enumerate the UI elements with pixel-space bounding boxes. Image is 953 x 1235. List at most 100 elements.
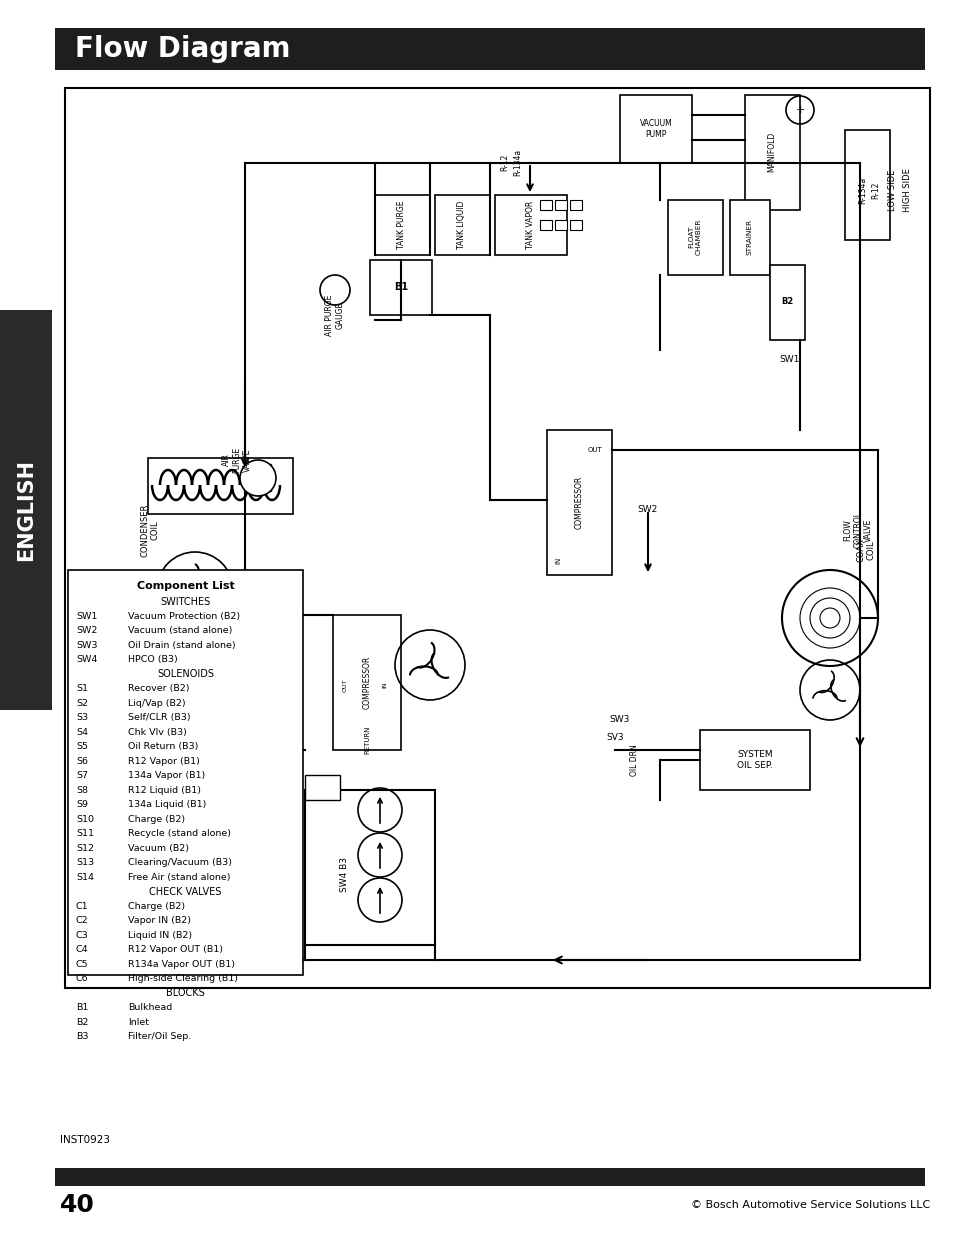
Text: Inlet: Inlet bbox=[128, 1018, 149, 1028]
Text: SW3: SW3 bbox=[609, 715, 630, 725]
Text: C3: C3 bbox=[76, 931, 89, 940]
Text: B2: B2 bbox=[76, 1018, 89, 1028]
Text: ENGLISH: ENGLISH bbox=[16, 459, 36, 561]
Text: R-134a: R-134a bbox=[858, 177, 866, 204]
Bar bbox=[619, 95, 691, 163]
Bar bbox=[569, 220, 581, 230]
Text: S2: S2 bbox=[76, 699, 88, 708]
Text: S8: S8 bbox=[76, 785, 88, 795]
Text: S11: S11 bbox=[76, 830, 94, 839]
Text: R134a Vapor OUT (B1): R134a Vapor OUT (B1) bbox=[128, 960, 234, 969]
Bar bbox=[333, 615, 400, 750]
Text: AIR
PURGE
VALVE: AIR PURGE VALVE bbox=[222, 447, 252, 473]
Text: C4: C4 bbox=[76, 946, 89, 955]
Bar bbox=[700, 730, 809, 790]
Text: COMPRESSOR: COMPRESSOR bbox=[574, 475, 583, 529]
Text: OUT: OUT bbox=[587, 447, 601, 453]
Text: STRAINER: STRAINER bbox=[746, 219, 752, 254]
Text: +: + bbox=[795, 105, 803, 115]
Text: Chk Vlv (B3): Chk Vlv (B3) bbox=[128, 727, 187, 737]
Text: OUT: OUT bbox=[342, 678, 347, 692]
Text: SOLENOIDS: SOLENOIDS bbox=[157, 669, 213, 679]
Text: C2: C2 bbox=[76, 916, 89, 925]
Bar bbox=[539, 200, 552, 210]
Text: SW4 B3: SW4 B3 bbox=[340, 857, 349, 893]
Text: B1: B1 bbox=[394, 282, 408, 291]
Text: Oil Drain (stand alone): Oil Drain (stand alone) bbox=[128, 641, 235, 650]
Bar bbox=[375, 195, 430, 254]
Bar bbox=[569, 200, 581, 210]
Bar bbox=[844, 130, 889, 240]
Text: R-134a: R-134a bbox=[513, 148, 522, 175]
Bar bbox=[370, 261, 432, 315]
Text: BLOCKS: BLOCKS bbox=[166, 988, 205, 998]
Text: FLOW
CONTROL
VALVE: FLOW CONTROL VALVE bbox=[842, 511, 872, 548]
Bar bbox=[769, 266, 804, 340]
Text: IN: IN bbox=[555, 557, 560, 563]
Text: R-12: R-12 bbox=[871, 182, 880, 199]
Text: Filter/Oil Sep.: Filter/Oil Sep. bbox=[128, 1032, 191, 1041]
Bar bbox=[546, 430, 612, 576]
Text: HIGH SIDE: HIGH SIDE bbox=[902, 168, 911, 212]
Text: SYSTEM
OIL SEP.: SYSTEM OIL SEP. bbox=[737, 751, 772, 769]
Text: Liquid IN (B2): Liquid IN (B2) bbox=[128, 931, 192, 940]
Text: Self/CLR (B3): Self/CLR (B3) bbox=[128, 714, 191, 722]
Bar bbox=[539, 220, 552, 230]
Text: SW1: SW1 bbox=[779, 356, 800, 364]
Text: 40: 40 bbox=[60, 1193, 94, 1216]
Bar bbox=[65, 88, 929, 988]
Text: Liq/Vap (B2): Liq/Vap (B2) bbox=[128, 699, 186, 708]
Text: S12: S12 bbox=[76, 844, 94, 853]
Text: INST0923: INST0923 bbox=[60, 1135, 110, 1145]
Text: B2: B2 bbox=[781, 298, 792, 306]
Bar bbox=[0, 310, 52, 710]
Text: © Bosch Automotive Service Solutions LLC: © Bosch Automotive Service Solutions LLC bbox=[690, 1200, 929, 1210]
Bar bbox=[435, 195, 490, 254]
Bar bbox=[55, 1168, 924, 1186]
Bar bbox=[68, 571, 303, 974]
Text: R-12: R-12 bbox=[500, 153, 509, 170]
Text: Free Air (stand alone): Free Air (stand alone) bbox=[128, 873, 231, 882]
Text: Clearing/Vacuum (B3): Clearing/Vacuum (B3) bbox=[128, 858, 232, 867]
Text: S7: S7 bbox=[76, 772, 88, 781]
Circle shape bbox=[240, 459, 275, 496]
Text: Component List: Component List bbox=[136, 580, 234, 592]
Bar bbox=[555, 220, 566, 230]
Text: HPCO (B3): HPCO (B3) bbox=[128, 656, 177, 664]
Text: MANIFOLD: MANIFOLD bbox=[767, 132, 776, 172]
Text: SWITCHES: SWITCHES bbox=[160, 597, 211, 606]
Text: High-side Clearing (B1): High-side Clearing (B1) bbox=[128, 974, 237, 983]
Text: TANK LIQUID: TANK LIQUID bbox=[457, 201, 466, 249]
Text: R12 Liquid (B1): R12 Liquid (B1) bbox=[128, 785, 201, 795]
Text: C6: C6 bbox=[76, 974, 89, 983]
Text: TANK PURGE: TANK PURGE bbox=[397, 201, 406, 249]
Text: C5: C5 bbox=[76, 960, 89, 969]
Text: S5: S5 bbox=[76, 742, 88, 751]
Text: R12 Vapor (B1): R12 Vapor (B1) bbox=[128, 757, 200, 766]
Text: CHECK VALVES: CHECK VALVES bbox=[150, 887, 221, 897]
Text: 134a Liquid (B1): 134a Liquid (B1) bbox=[128, 800, 206, 809]
Text: IN: IN bbox=[382, 682, 387, 688]
Text: B3: B3 bbox=[76, 1032, 89, 1041]
Text: TANK VAPOR: TANK VAPOR bbox=[526, 201, 535, 249]
Bar bbox=[667, 200, 722, 275]
Text: Charge (B2): Charge (B2) bbox=[128, 902, 185, 911]
Text: Recover (B2): Recover (B2) bbox=[128, 684, 190, 693]
Text: R12 Vapor OUT (B1): R12 Vapor OUT (B1) bbox=[128, 946, 223, 955]
Text: AIR PURGE
GAUGE: AIR PURGE GAUGE bbox=[325, 294, 344, 336]
Bar bbox=[305, 790, 435, 945]
Text: SV3: SV3 bbox=[605, 734, 623, 742]
Text: Charge (B2): Charge (B2) bbox=[128, 815, 185, 824]
Bar bbox=[305, 776, 339, 800]
Text: Recycle (stand alone): Recycle (stand alone) bbox=[128, 830, 231, 839]
Text: Flow Diagram: Flow Diagram bbox=[75, 35, 291, 63]
Text: 134a Vapor (B1): 134a Vapor (B1) bbox=[128, 772, 205, 781]
Text: Bulkhead: Bulkhead bbox=[128, 1004, 172, 1013]
Text: S10: S10 bbox=[76, 815, 94, 824]
Bar bbox=[55, 28, 924, 70]
Text: CONDENSER
COIL: CONDENSER COIL bbox=[140, 504, 159, 557]
Bar bbox=[744, 95, 800, 210]
Text: SW2: SW2 bbox=[76, 626, 97, 636]
Text: SW3: SW3 bbox=[76, 641, 97, 650]
Text: SW4: SW4 bbox=[76, 656, 97, 664]
